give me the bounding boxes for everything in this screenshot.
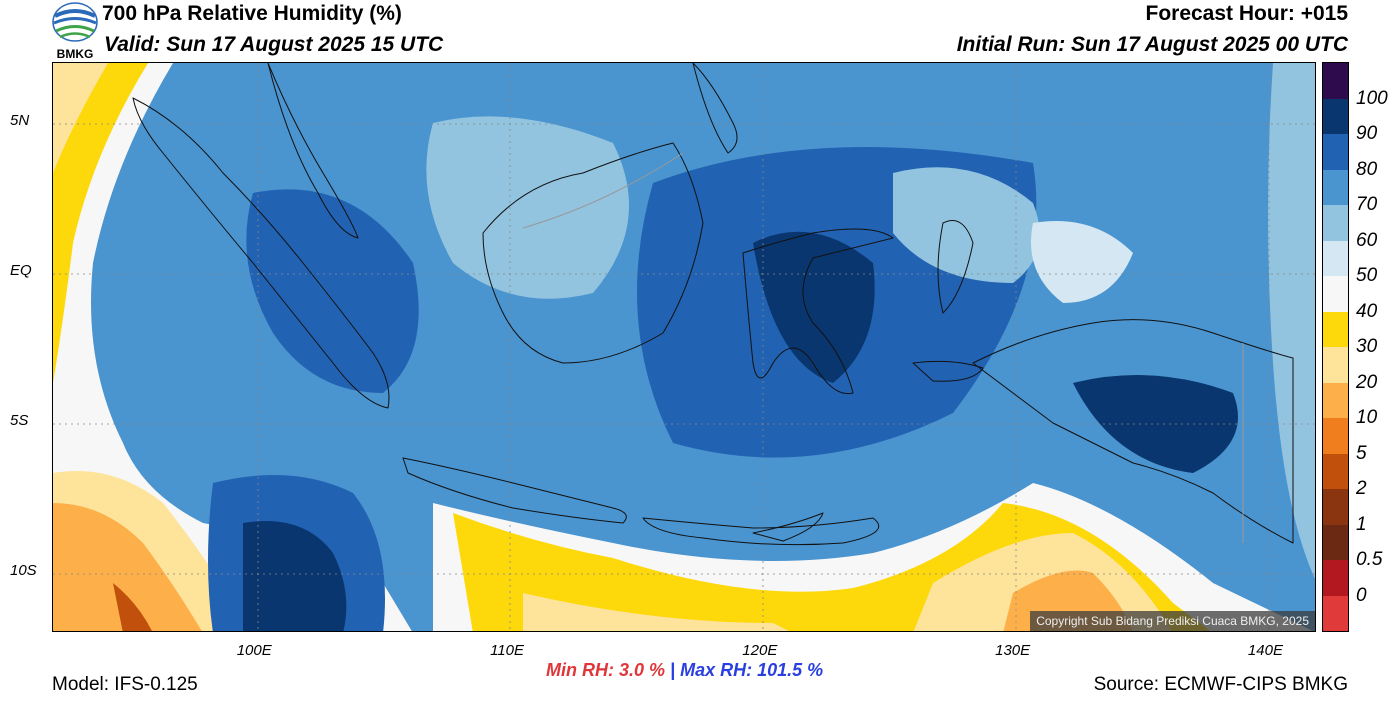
- border-borneo: [522, 152, 684, 229]
- rh-field-40: [53, 63, 412, 631]
- colorbar-label: 1: [1356, 513, 1367, 535]
- rh-field-10-sw: [53, 503, 202, 631]
- colorbar-label: 40: [1356, 300, 1378, 322]
- lon-tick-label: 110E: [490, 642, 524, 659]
- rh-field-5-sw: [113, 583, 152, 631]
- min-rh: Min RH: 3.0 %: [546, 660, 666, 680]
- forecast-hour: Forecast Hour: +015: [1145, 2, 1349, 25]
- min-max-rh: Min RH: 3.0 % | Max RH: 101.5 %: [546, 660, 823, 681]
- coast-nusa-tenggara: [642, 517, 880, 546]
- coast-sulawesi: [742, 228, 894, 395]
- coast-java: [402, 457, 627, 524]
- colorbar-segment: [1323, 240, 1348, 276]
- max-rh: Max RH: 101.5 %: [680, 660, 824, 680]
- rh-field-50-ne: [1031, 221, 1133, 303]
- rh-field-90-papua: [1073, 375, 1238, 473]
- colorbar-label: 50: [1356, 265, 1378, 286]
- colorbar-label: 2: [1356, 478, 1367, 499]
- rh-field-20-south: [523, 593, 789, 631]
- rh-field-20: [53, 63, 108, 173]
- coast-new-guinea: [972, 319, 1294, 544]
- coast-borneo: [482, 142, 704, 364]
- coast-philippines: [692, 63, 738, 154]
- lat-tick-label: 5S: [10, 412, 29, 429]
- lon-tick-label: 120E: [742, 642, 778, 659]
- colorbar-segment: [1323, 63, 1348, 99]
- colorbar-segment: [1323, 169, 1348, 205]
- colorbar: [1322, 62, 1349, 632]
- min-max-separator: |: [670, 660, 676, 680]
- colorbar-segment: [1323, 98, 1348, 134]
- coast-timor: [752, 512, 824, 542]
- colorbar-segment: [1323, 347, 1348, 383]
- colorbar-label: 0: [1356, 584, 1367, 606]
- colorbar-segment: [1323, 205, 1348, 241]
- logo-text: BMKG: [57, 47, 94, 60]
- rh-field-80-sumatra: [246, 189, 419, 393]
- coast-sumatra: [132, 97, 390, 409]
- coast-seram: [912, 360, 984, 382]
- rh-field-60-north: [426, 116, 629, 299]
- colorbar-segment: [1323, 276, 1348, 312]
- colorbar-label: 20: [1356, 371, 1378, 393]
- colorbar-segment: [1323, 489, 1348, 525]
- copyright-notice: Copyright Sub Bidang Prediksi Cuaca BMKG…: [1030, 611, 1315, 631]
- lat-tick-label: EQ: [10, 262, 32, 279]
- map-canvas: [53, 63, 1315, 631]
- lon-tick-label: 140E: [1247, 642, 1283, 659]
- rh-field-90-sulawesi: [753, 231, 875, 383]
- colorbar-segment: [1323, 418, 1348, 454]
- rh-field-60-east: [1268, 63, 1315, 579]
- colorbar-label: 5: [1356, 442, 1367, 464]
- lat-tick-label: 10S: [10, 562, 37, 579]
- rh-field-60-ne: [893, 167, 1040, 283]
- colorbar-segment: [1323, 595, 1348, 631]
- colorbar-segment: [1323, 524, 1348, 560]
- colorbar-segment: [1323, 311, 1348, 347]
- bmkg-logo: BMKG: [51, 2, 99, 61]
- map-title: 700 hPa Relative Humidity (%): [102, 2, 402, 25]
- model-label: Model: IFS-0.125: [52, 674, 198, 695]
- colorbar-segment: [1323, 382, 1348, 418]
- lon-tick-label: 100E: [236, 642, 272, 659]
- source-label: Source: ECMWF-CIPS BMKG: [1093, 674, 1348, 695]
- initial-run: Initial Run: Sun 17 August 2025 00 UTC: [956, 33, 1348, 56]
- humidity-map: Copyright Sub Bidang Prediksi Cuaca BMKG…: [52, 62, 1316, 632]
- rh-field-30: [53, 63, 148, 383]
- coast-malaya: [267, 63, 359, 239]
- lat-tick-label: 5N: [10, 112, 30, 129]
- valid-time: Valid: Sun 17 August 2025 15 UTC: [104, 33, 444, 56]
- colorbar-label: 100: [1356, 87, 1388, 109]
- coast-halmahera: [937, 220, 974, 314]
- colorbar-segment: [1323, 134, 1348, 170]
- colorbar-segment: [1323, 453, 1348, 489]
- colorbar-label: 70: [1356, 194, 1378, 215]
- colorbar-segment: [1323, 560, 1348, 596]
- rh-field-90-sw: [243, 521, 347, 631]
- colorbar-label: 80: [1356, 158, 1378, 180]
- colorbar-label: 0.5: [1356, 549, 1383, 570]
- lon-tick-label: 130E: [995, 642, 1031, 659]
- colorbar-label: 30: [1356, 336, 1378, 357]
- colorbar-label: 10: [1356, 407, 1378, 428]
- colorbar-label: 90: [1356, 123, 1378, 144]
- colorbar-label: 60: [1356, 229, 1378, 251]
